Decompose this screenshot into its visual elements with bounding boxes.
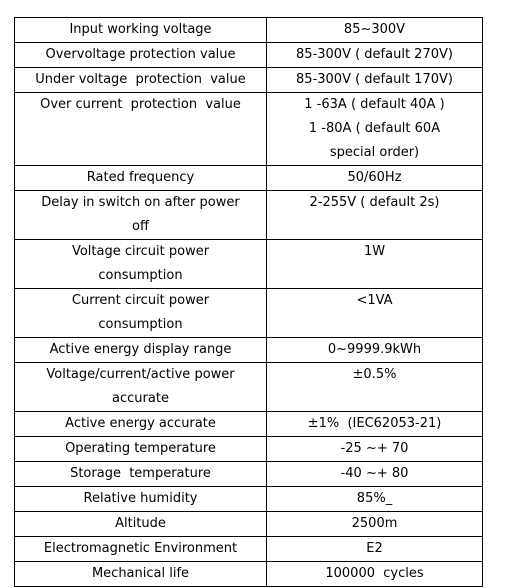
cell-text: 50/60Hz: [347, 170, 402, 185]
parameter-cell: Operating temperature: [14, 436, 267, 462]
cell-text: <1VA: [356, 293, 393, 308]
parameter-cell: Electromagnetic Environment: [14, 536, 267, 562]
spec-table: Input working voltage 85~300V Overvoltage …: [14, 17, 483, 587]
parameter-cell: Active energy accurate: [14, 411, 267, 437]
cell-text: Input working voltage: [69, 22, 212, 37]
cell-text: 85~300V: [343, 22, 406, 37]
table-row: Electromagnetic Environment E2: [14, 536, 483, 562]
cell-text: Rated frequency: [86, 170, 195, 185]
value-cell: 85~300V: [266, 17, 483, 43]
table-row: Operating temperature -25 ~+ 70: [14, 436, 483, 462]
value-cell: <1VA: [266, 288, 483, 338]
cell-text: Delay in switch on after power: [41, 195, 240, 210]
cell-text: 85-300V ( default 270V): [296, 47, 453, 62]
value-cell: 1W: [266, 239, 483, 289]
cell-text: Voltage/current/active power: [46, 367, 235, 382]
table-row: Mechanical life 100000 cycles: [14, 561, 483, 587]
cell-text: Current circuit power: [71, 293, 210, 308]
value-cell: 85-300V ( default 270V): [266, 42, 483, 68]
table-row: Rated frequency 50/60Hz: [14, 165, 483, 191]
parameter-cell: Input working voltage: [14, 17, 267, 43]
cell-text: -25 ~+ 70: [340, 441, 409, 456]
parameter-cell: Under voltage protection value: [14, 67, 267, 93]
cell-text: 85-300V ( default 170V): [296, 72, 453, 87]
parameter-cell: Current circuit power consumption: [14, 288, 267, 338]
cell-text: Mechanical life: [91, 566, 190, 581]
parameter-cell: Active energy display range: [14, 337, 267, 363]
table-row: Current circuit power consumption <1VA: [14, 288, 483, 338]
parameter-cell: Voltage/current/active power accurate: [14, 362, 267, 412]
cell-text: 1W: [363, 244, 386, 259]
value-cell: ±1% (IEC62053-21): [266, 411, 483, 437]
parameter-cell: Delay in switch on after power off: [14, 190, 267, 240]
parameter-cell: Storage temperature: [14, 461, 267, 487]
table-body: Input working voltage 85~300V Overvoltage …: [14, 17, 483, 587]
value-cell: -25 ~+ 70: [266, 436, 483, 462]
parameter-cell: Mechanical life: [14, 561, 267, 587]
table-row: Storage temperature -40 ~+ 80: [14, 461, 483, 487]
value-cell: -40 ~+ 80: [266, 461, 483, 487]
cell-text: Electromagnetic Environment: [43, 541, 238, 556]
cell-text: Over current protection value: [40, 97, 241, 112]
cell-text: Active energy display range: [49, 342, 232, 357]
cell-text: Voltage circuit power: [71, 244, 210, 259]
value-cell: 2500m: [266, 511, 483, 537]
table-row: Over current protection value 1 -63A ( de…: [14, 92, 483, 166]
value-cell: 85-300V ( default 170V): [266, 67, 483, 93]
table-row: Voltage circuit power consumption 1W: [14, 239, 483, 289]
parameter-cell: Rated frequency: [14, 165, 267, 191]
cell-text: Relative humidity: [83, 491, 198, 506]
table-row: Delay in switch on after power off 2-255V …: [14, 190, 483, 240]
cell-text: accurate: [112, 391, 169, 406]
cell-text: Storage temperature: [70, 466, 211, 481]
parameter-cell: Voltage circuit power consumption: [14, 239, 267, 289]
table-row: Voltage/current/active power accurate ±0.5…: [14, 362, 483, 412]
cell-text: Operating temperature: [65, 441, 216, 456]
table-row: Under voltage protection value 85-300V ( …: [14, 67, 483, 93]
value-cell: E2: [266, 536, 483, 562]
value-cell: 85%_: [266, 486, 483, 512]
cell-text: 1 -63A ( default 40A ): [304, 97, 445, 112]
cell-text: Overvoltage protection value: [45, 47, 236, 62]
cell-text: -40 ~+ 80: [340, 466, 409, 481]
cell-text: consumption: [98, 317, 183, 332]
cell-text: consumption: [98, 268, 183, 283]
parameter-cell: Over current protection value: [14, 92, 267, 166]
value-cell: 0~9999.9kWh: [266, 337, 483, 363]
cell-text: ±1% (IEC62053-21): [307, 416, 442, 431]
cell-text: Under voltage protection value: [35, 72, 246, 87]
cell-text: 100000 cycles: [325, 566, 424, 581]
cell-text: 1 -80A ( default 60A: [308, 121, 441, 136]
table-row: Active energy display range 0~9999.9kWh: [14, 337, 483, 363]
cell-text: off: [132, 219, 149, 234]
value-cell: 2-255V ( default 2s): [266, 190, 483, 240]
table-row: Relative humidity 85%_: [14, 486, 483, 512]
value-cell: 1 -63A ( default 40A ) 1 -80A ( default 6…: [266, 92, 483, 166]
parameter-cell: Overvoltage protection value: [14, 42, 267, 68]
table-row: Active energy accurate ±1% (IEC62053-21): [14, 411, 483, 437]
table-row: Input working voltage 85~300V: [14, 17, 483, 43]
table-row: Altitude 2500m: [14, 511, 483, 537]
cell-text: E2: [366, 541, 383, 556]
parameter-cell: Altitude: [14, 511, 267, 537]
value-cell: 50/60Hz: [266, 165, 483, 191]
cell-text: 0~9999.9kWh: [327, 342, 422, 357]
parameter-cell: Relative humidity: [14, 486, 267, 512]
cell-text: 2500m: [351, 516, 398, 531]
value-cell: ±0.5%: [266, 362, 483, 412]
cell-text: Active energy accurate: [65, 416, 216, 431]
cell-text: 85%_: [356, 491, 393, 506]
value-cell: 100000 cycles: [266, 561, 483, 587]
cell-text: ±0.5%: [352, 367, 397, 382]
cell-text: 2-255V ( default 2s): [309, 195, 440, 210]
table-row: Overvoltage protection value 85-300V ( de…: [14, 42, 483, 68]
cell-text: special order): [329, 145, 420, 160]
cell-text: Altitude: [115, 516, 166, 531]
